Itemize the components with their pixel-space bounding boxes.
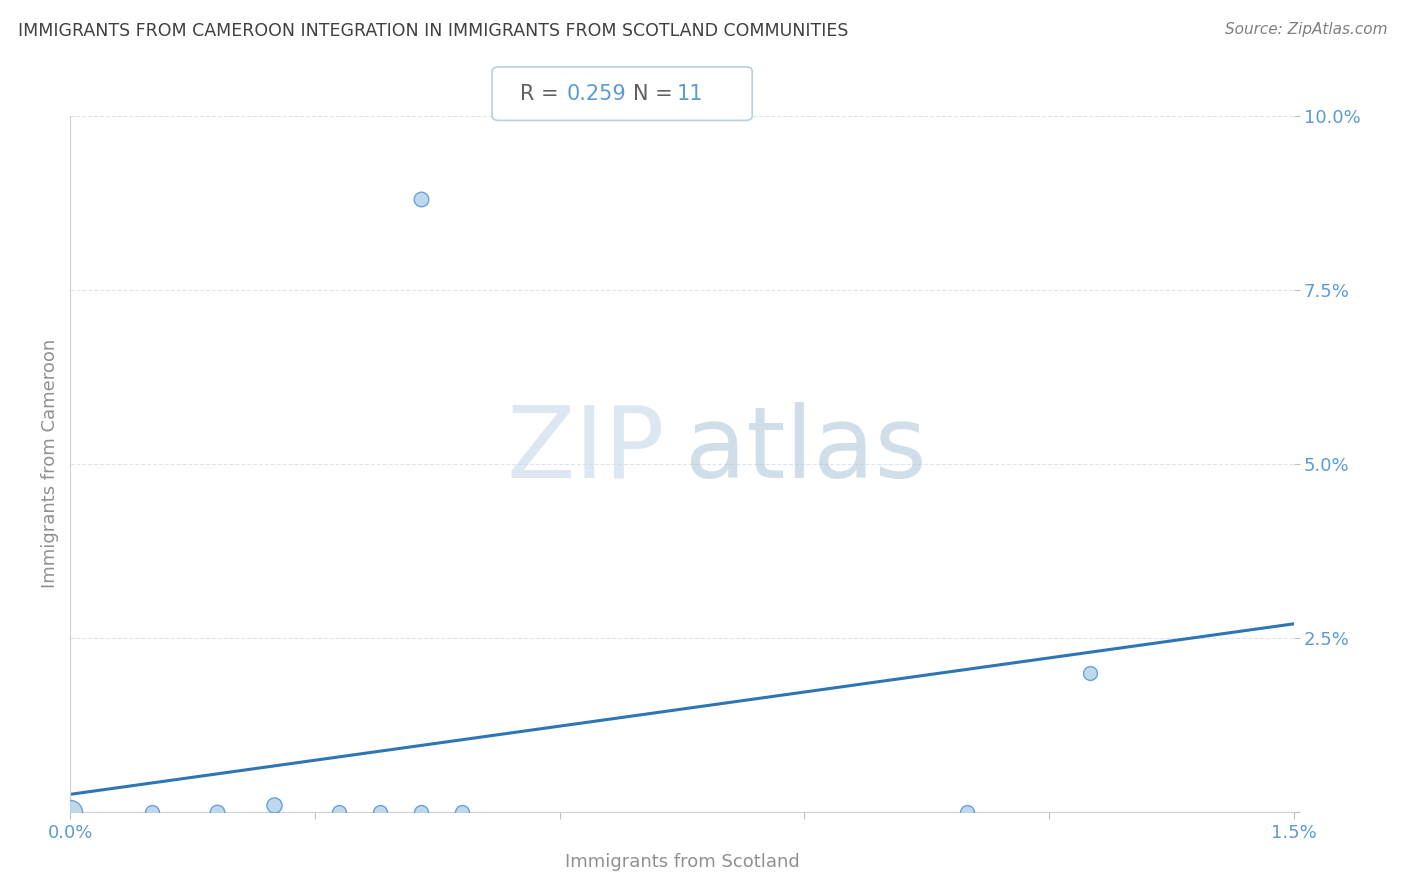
Point <box>328 805 350 819</box>
Point <box>1078 665 1101 680</box>
Point <box>141 805 163 819</box>
X-axis label: Immigrants from Scotland: Immigrants from Scotland <box>565 853 799 871</box>
Point <box>368 805 391 819</box>
Point <box>409 193 432 207</box>
Point <box>956 805 979 819</box>
Text: 0.259: 0.259 <box>567 84 626 103</box>
Point <box>409 805 432 819</box>
Point <box>205 805 228 819</box>
Text: N =: N = <box>633 84 679 103</box>
Y-axis label: Immigrants from Cameroon: Immigrants from Cameroon <box>41 339 59 589</box>
Text: IMMIGRANTS FROM CAMEROON INTEGRATION IN IMMIGRANTS FROM SCOTLAND COMMUNITIES: IMMIGRANTS FROM CAMEROON INTEGRATION IN … <box>18 22 849 40</box>
Text: Source: ZipAtlas.com: Source: ZipAtlas.com <box>1225 22 1388 37</box>
Text: 11: 11 <box>676 84 703 103</box>
Text: R =: R = <box>520 84 565 103</box>
Point <box>263 797 285 812</box>
Text: atlas: atlas <box>685 402 927 499</box>
Point <box>59 805 82 819</box>
Text: ZIP: ZIP <box>506 402 665 499</box>
Point <box>450 805 472 819</box>
